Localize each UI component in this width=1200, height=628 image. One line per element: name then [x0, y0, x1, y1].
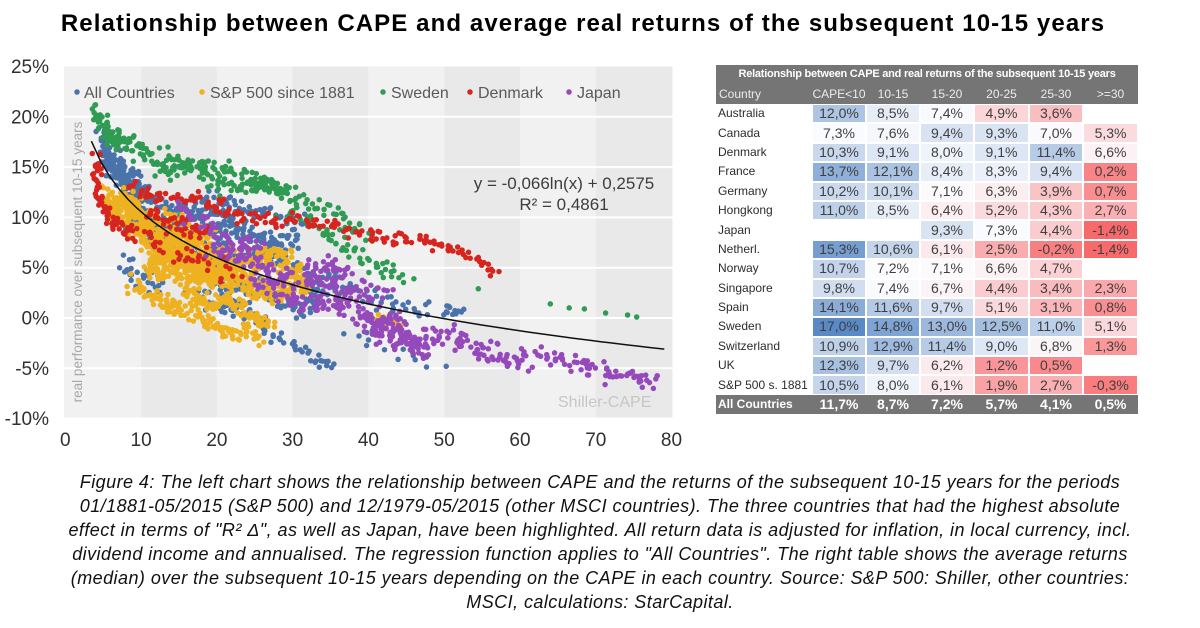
svg-text:25%: 25% — [11, 57, 49, 78]
svg-text:70: 70 — [585, 430, 606, 451]
svg-text:Sweden: Sweden — [391, 85, 449, 102]
svg-text:0%: 0% — [22, 309, 50, 330]
svg-text:10%: 10% — [11, 208, 49, 229]
svg-text:y = -0,066ln(x) + 0,2575: y = -0,066ln(x) + 0,2575 — [474, 174, 655, 193]
svg-text:40: 40 — [358, 430, 379, 451]
svg-text:30: 30 — [282, 430, 303, 451]
svg-text:Denmark: Denmark — [478, 85, 544, 102]
svg-text:15%: 15% — [11, 158, 49, 179]
svg-text:-10%: -10% — [5, 409, 49, 430]
svg-text:Shiller-CAPE: Shiller-CAPE — [558, 394, 651, 411]
svg-text:5%: 5% — [22, 258, 50, 279]
svg-text:60: 60 — [509, 430, 530, 451]
svg-text:Japan: Japan — [577, 85, 621, 102]
svg-text:0: 0 — [60, 430, 71, 451]
svg-text:50: 50 — [434, 430, 455, 451]
svg-text:80: 80 — [661, 430, 682, 451]
svg-text:20: 20 — [206, 430, 227, 451]
svg-text:10: 10 — [131, 430, 152, 451]
svg-text:All Countries: All Countries — [84, 85, 175, 102]
svg-text:R² = 0,4861: R² = 0,4861 — [519, 195, 608, 214]
svg-text:20%: 20% — [11, 107, 49, 128]
svg-text:real performance over subseque: real performance over subsequent 10-15 y… — [70, 121, 85, 402]
svg-text:-5%: -5% — [15, 359, 49, 380]
svg-text:S&P 500 since 1881: S&P 500 since 1881 — [210, 85, 355, 102]
